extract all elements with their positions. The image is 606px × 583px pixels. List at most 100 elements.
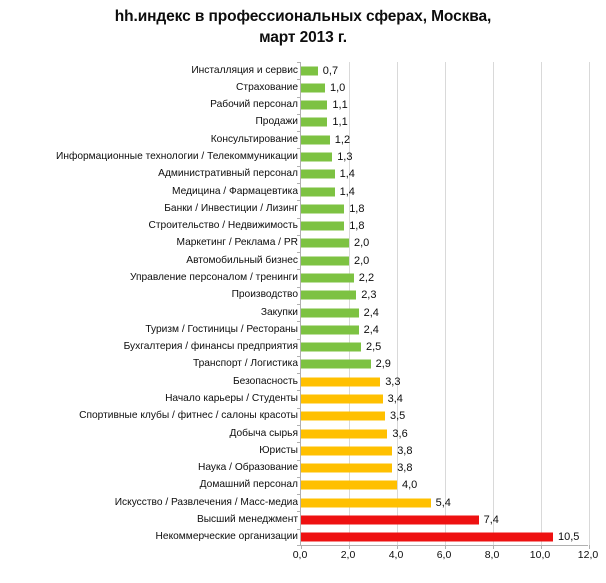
bar-row[interactable]: Строительство / Недвижимость 1,8 — [0, 218, 606, 235]
category-label: Начало карьеры / Студенты — [165, 393, 298, 405]
bar-row[interactable]: Закупки 2,4 — [0, 304, 606, 321]
bar[interactable] — [301, 221, 345, 231]
category-label: Искусство / Развлечения / Масс-медиа — [114, 496, 298, 508]
y-axis-tick — [297, 511, 301, 512]
bar-value-label: 7,4 — [483, 514, 499, 527]
bar-value-label: 3,8 — [397, 444, 413, 457]
bar-row[interactable]: Туризм / Гостиницы / Рестораны 2,4 — [0, 321, 606, 338]
bar[interactable] — [301, 273, 354, 283]
bar[interactable] — [301, 480, 397, 490]
bar-value-label: 2,2 — [358, 272, 375, 285]
category-label: Производство — [231, 289, 298, 301]
bar[interactable] — [301, 342, 361, 352]
bar-value-label: 4,0 — [402, 479, 418, 492]
y-axis-tick — [297, 356, 301, 357]
bar-row[interactable]: Домашний персонал 4,0 — [0, 477, 606, 494]
bar-row[interactable]: Искусство / Развлечения / Масс-медиа 5,4 — [0, 494, 606, 511]
bar[interactable] — [301, 515, 479, 525]
x-axis-tick — [397, 545, 398, 549]
bar[interactable] — [301, 135, 330, 145]
bar[interactable] — [301, 256, 349, 266]
bar[interactable] — [301, 308, 359, 318]
bar-value-label: 2,4 — [363, 306, 379, 319]
bar[interactable] — [301, 290, 357, 300]
bar-value-label: 2,0 — [354, 237, 370, 250]
gridline — [493, 62, 494, 545]
bar-row[interactable]: Консультирование 1,2 — [0, 131, 606, 148]
bar-value-label: 0,7 — [322, 64, 339, 77]
bar-row[interactable]: Некоммерческие организации 10,5 — [0, 529, 606, 546]
bar[interactable] — [301, 446, 393, 456]
bar[interactable] — [301, 83, 325, 93]
category-label: Управление персоналом / тренинги — [129, 272, 298, 284]
bar[interactable] — [301, 325, 359, 335]
bar-value-label: 2,4 — [363, 323, 379, 336]
bar-row[interactable]: Страхование 1,0 — [0, 79, 606, 96]
bar[interactable] — [301, 66, 318, 76]
bar[interactable] — [301, 394, 383, 404]
category-label: Рабочий персонал — [210, 99, 298, 111]
bar-row[interactable]: Информационные технологии / Телекоммуник… — [0, 148, 606, 165]
category-label: Юристы — [259, 444, 298, 456]
bar-row[interactable]: Медицина / Фармацевтика 1,4 — [0, 183, 606, 200]
bar-value-label: 2,0 — [354, 254, 370, 267]
gridline — [541, 62, 542, 545]
category-label: Туризм / Гостиницы / Рестораны — [145, 323, 298, 335]
bar[interactable] — [301, 532, 553, 542]
bar[interactable] — [301, 152, 333, 162]
bar-row[interactable]: Автомобильный бизнес 2,0 — [0, 252, 606, 269]
x-axis-tick-label: 12,0 — [577, 549, 599, 561]
bar-row[interactable]: Продажи 1,1 — [0, 114, 606, 131]
y-axis-tick — [297, 460, 301, 461]
bar-row[interactable]: Маркетинг / Реклама / PR 2,0 — [0, 235, 606, 252]
bar[interactable] — [301, 377, 381, 387]
bar-row[interactable]: Управление персоналом / тренинги 2,2 — [0, 269, 606, 286]
bar-row[interactable]: Добыча сырья 3,6 — [0, 425, 606, 442]
bar[interactable] — [301, 238, 349, 248]
bar[interactable] — [301, 169, 335, 179]
bar-row[interactable]: Начало карьеры / Студенты 3,4 — [0, 390, 606, 407]
bar-row[interactable]: Рабочий персонал 1,1 — [0, 97, 606, 114]
bar[interactable] — [301, 429, 388, 439]
y-axis-tick — [297, 148, 301, 149]
bar-value-label: 3,6 — [392, 427, 408, 440]
x-axis-tick-label: 2,0 — [340, 549, 356, 561]
bar-row[interactable]: Транспорт / Логистика 2,9 — [0, 356, 606, 373]
bar[interactable] — [301, 204, 345, 214]
bar-row[interactable]: Банки / Инвестиции / Лизинг 1,8 — [0, 200, 606, 217]
bar-value-label: 2,9 — [375, 358, 391, 371]
bar-row[interactable]: Бухгалтерия / финансы предприятия 2,5 — [0, 339, 606, 356]
bar-row[interactable]: Безопасность 3,3 — [0, 373, 606, 390]
y-axis-tick — [297, 373, 301, 374]
bar-row[interactable]: Наука / Образование 3,8 — [0, 460, 606, 477]
bar-value-label: 3,8 — [397, 462, 413, 475]
category-label: Инсталляция и сервис — [191, 64, 298, 76]
bar-row[interactable]: Административный персонал 1,4 — [0, 166, 606, 183]
bar-row[interactable]: Высший менеджмент 7,4 — [0, 511, 606, 528]
bar-row[interactable]: Инсталляция и сервис 0,7 — [0, 62, 606, 79]
y-axis-tick — [297, 114, 301, 115]
category-label: Страхование — [236, 81, 298, 93]
y-axis-tick — [297, 252, 301, 253]
bar[interactable] — [301, 359, 371, 369]
y-axis-tick — [297, 408, 301, 409]
bar[interactable] — [301, 100, 328, 110]
bar-row[interactable]: Юристы 3,8 — [0, 442, 606, 459]
category-label: Спортивные клубы / фитнес / салоны красо… — [79, 410, 298, 422]
bar[interactable] — [301, 117, 328, 127]
bar-row[interactable]: Производство 2,3 — [0, 287, 606, 304]
y-axis-tick — [297, 235, 301, 236]
x-axis-tick-label: 4,0 — [388, 549, 404, 561]
bar[interactable] — [301, 187, 335, 197]
bar-row[interactable]: Спортивные клубы / фитнес / салоны красо… — [0, 408, 606, 425]
bar-value-label: 5,4 — [435, 496, 451, 509]
category-label: Строительство / Недвижимость — [148, 220, 298, 232]
bar[interactable] — [301, 411, 385, 421]
bar[interactable] — [301, 498, 431, 508]
bar[interactable] — [301, 463, 393, 473]
x-axis-tick — [493, 545, 494, 549]
x-axis-tick — [589, 545, 590, 549]
plot-area — [297, 62, 590, 549]
bar-value-label: 1,0 — [330, 81, 346, 94]
